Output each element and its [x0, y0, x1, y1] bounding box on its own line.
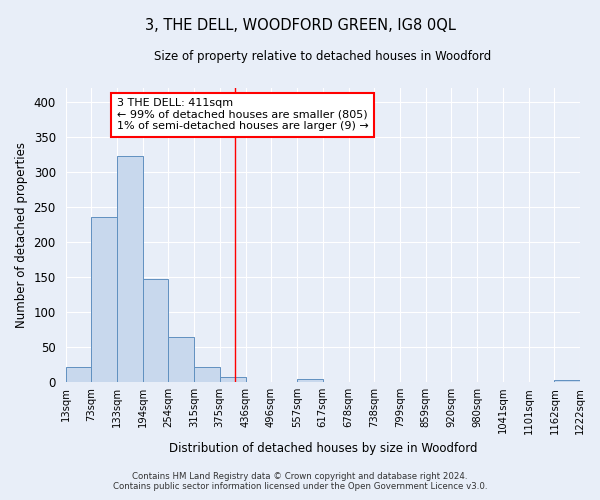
Bar — [143, 279, 168, 382]
X-axis label: Distribution of detached houses by size in Woodford: Distribution of detached houses by size … — [169, 442, 477, 455]
Text: 3, THE DELL, WOODFORD GREEN, IG8 0QL: 3, THE DELL, WOODFORD GREEN, IG8 0QL — [145, 18, 455, 32]
Text: 3 THE DELL: 411sqm
← 99% of detached houses are smaller (805)
1% of semi-detache: 3 THE DELL: 411sqm ← 99% of detached hou… — [116, 98, 368, 132]
Text: Contains HM Land Registry data © Crown copyright and database right 2024.
Contai: Contains HM Land Registry data © Crown c… — [113, 472, 487, 491]
Bar — [554, 380, 580, 382]
Bar — [168, 337, 194, 382]
Bar — [194, 366, 220, 382]
Bar — [220, 377, 245, 382]
Bar — [65, 366, 91, 382]
Bar — [297, 378, 323, 382]
Bar — [116, 156, 143, 382]
Bar — [91, 218, 116, 382]
Y-axis label: Number of detached properties: Number of detached properties — [15, 142, 28, 328]
Title: Size of property relative to detached houses in Woodford: Size of property relative to detached ho… — [154, 50, 491, 63]
